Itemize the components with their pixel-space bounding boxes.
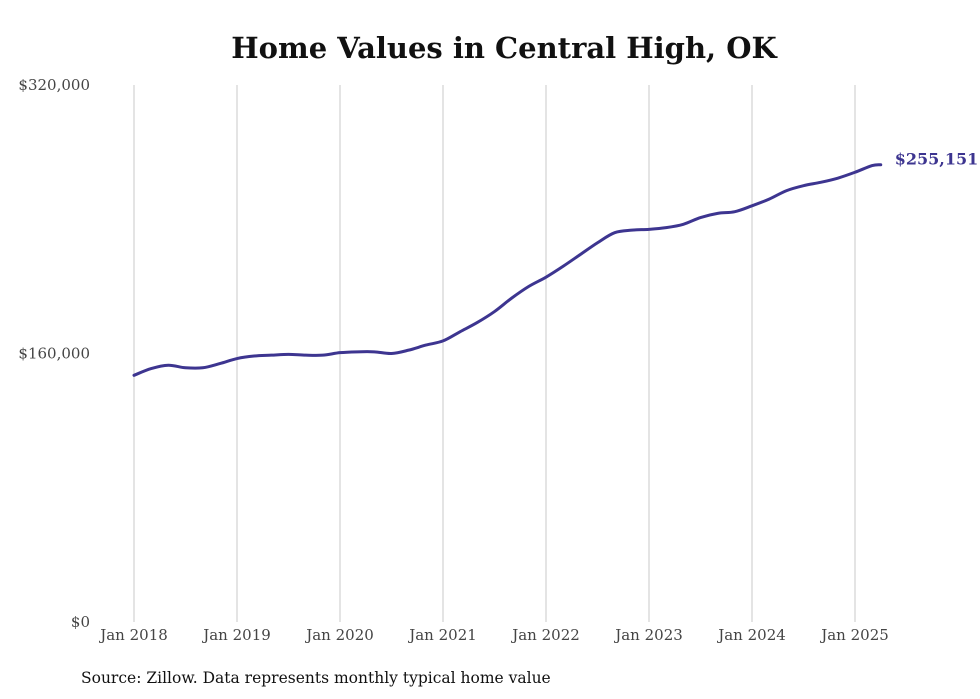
chart-title: Home Values in Central High, OK xyxy=(231,31,778,65)
gridlines xyxy=(133,85,856,622)
x-tick-label: Jan 2020 xyxy=(304,626,374,644)
x-tick-label: Jan 2019 xyxy=(201,626,271,644)
series-line xyxy=(132,163,883,377)
x-tick-label: Jan 2023 xyxy=(613,626,683,644)
y-tick-label: $0 xyxy=(71,613,90,631)
x-axis-ticks: Jan 2018 Jan 2019 Jan 2020 Jan 2021 Jan 2022… xyxy=(98,626,889,644)
x-tick-label: Jan 2018 xyxy=(98,626,168,644)
end-value-label: $255,151 xyxy=(895,150,979,169)
source-note: Source: Zillow. Data represents monthly … xyxy=(81,669,551,687)
x-tick-label: Jan 2025 xyxy=(819,626,889,644)
x-tick-label: Jan 2024 xyxy=(716,626,786,644)
y-axis-ticks: $0 $160,000 $320,000 xyxy=(18,76,90,631)
x-tick-label: Jan 2021 xyxy=(407,626,477,644)
x-tick-label: Jan 2022 xyxy=(510,626,580,644)
series-layer xyxy=(132,163,883,377)
y-tick-label: $320,000 xyxy=(18,76,90,94)
y-tick-label: $160,000 xyxy=(18,345,90,363)
